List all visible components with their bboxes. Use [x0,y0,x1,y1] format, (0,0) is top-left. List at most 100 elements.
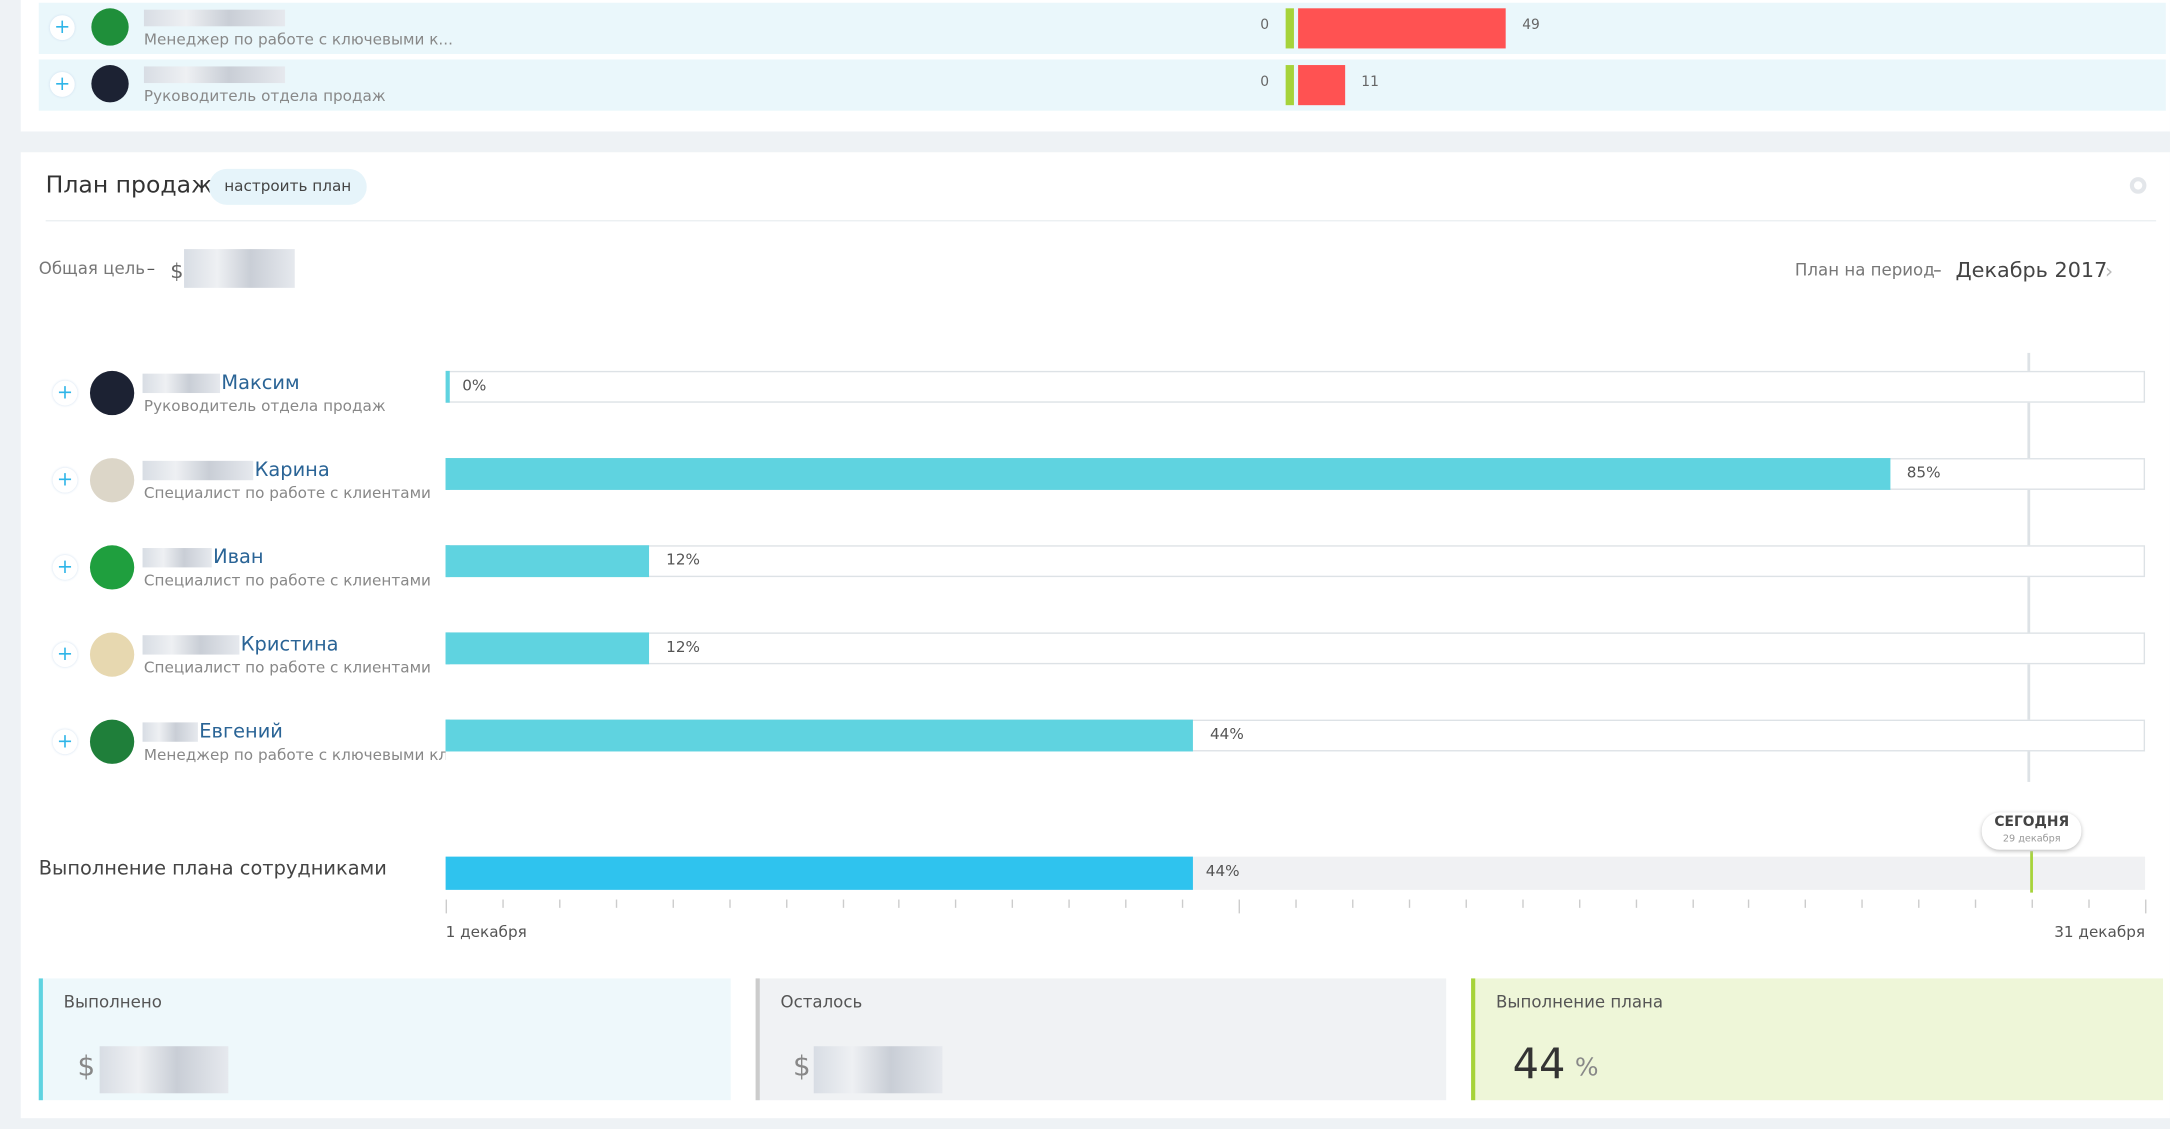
name-hidden [142,373,221,394]
start-label: 0 [1260,17,1270,34]
day-tick [1125,899,1127,908]
day-tick [1578,899,1580,908]
day-tick [1861,899,1864,908]
employee-name[interactable]: Иван [213,546,264,569]
day-tick [898,899,901,908]
name-hidden [142,548,212,568]
day-tick [1182,899,1184,908]
role: Специалист по работе с клиентами [143,571,431,590]
day-tick [1012,899,1014,908]
expand-button[interactable]: + [52,380,78,406]
role: Руководитель отдела продаж [143,397,386,416]
count-bar [1298,8,1506,49]
done-label: Выполнено [63,992,162,1012]
progress-bar [445,632,650,665]
total-label: Выполнение плана сотрудниками [38,858,387,881]
day-tick [1691,899,1694,908]
count-label: 49 [1522,17,1540,34]
employee-name[interactable]: Максим [221,372,300,395]
progress-label: 0% [462,376,487,395]
day-tick [1238,899,1241,914]
count-bar [1298,65,1345,106]
day-tick [1918,899,1920,908]
day-tick [1351,899,1354,908]
day-tick [445,899,447,914]
employee-name[interactable]: Евгений [199,721,283,744]
avatar [91,8,129,46]
progress-label: 12% [666,550,700,569]
day-tick [1068,899,1071,908]
expand-button[interactable]: + [52,467,78,493]
progress-track [445,370,2146,403]
total-label: 44% [1205,862,1240,881]
day-tick [1975,899,1977,908]
role: Специалист по работе с клиентами [143,484,431,503]
avatar [89,370,135,416]
goal-dash: – [146,258,155,279]
progress-track [445,545,2146,578]
done-currency: $ [77,1048,96,1083]
period-dash: – [1933,260,1942,280]
expand-button[interactable]: + [52,642,78,668]
today-badge [1981,812,2082,850]
day-tick [785,899,787,908]
day-tick [1748,899,1750,908]
start-marker [1285,65,1294,106]
day-tick [1805,899,1807,908]
day-tick [955,899,957,908]
progress-accent [445,370,450,403]
name-hidden [142,460,254,481]
today-label: СЕГОДНЯ [1994,815,2070,831]
role: Специалист по работе с клиентами [143,658,431,677]
left-hidden [813,1046,943,1094]
employee-name[interactable]: Кристина [240,633,339,656]
settings-icon[interactable] [2129,177,2147,194]
expand-button[interactable]: + [52,554,78,580]
employee-name[interactable]: Карина [254,459,330,482]
start-marker [1285,8,1294,49]
progress-bar [445,719,1194,752]
start-label: 1 декабря [445,923,527,942]
expand-button[interactable]: + [49,15,75,41]
left-currency: $ [792,1048,811,1083]
name-hidden [142,722,198,742]
progress-label: 44% [1209,725,1244,744]
role: Менеджер по работе с ключевыми клие... [143,745,446,764]
day-tick [842,899,844,908]
plan-percent-sign: % [1574,1053,1599,1083]
progress-bar [445,545,650,578]
count-label: 11 [1361,74,1379,90]
progress-label: 12% [666,637,700,656]
day-tick [1295,899,1297,908]
configure-button[interactable]: настроить план [208,168,367,205]
day-tick [2031,899,2034,908]
expand-button[interactable]: + [52,729,78,755]
goal-hidden [184,249,295,288]
next-arrow[interactable]: › [2104,258,2114,284]
avatar [89,458,135,503]
day-tick [2145,899,2147,914]
end-label: 31 декабря [2054,923,2146,942]
day-tick [615,899,617,908]
plan-title: План продаж [45,171,213,200]
plan-label: Выполнение плана [1495,992,1664,1012]
expand-button[interactable]: + [49,71,75,97]
period[interactable]: Декабрь 2017 [1955,257,2108,283]
today-marker [2030,851,2034,893]
day-tick [1465,899,1467,908]
day-tick [728,899,731,908]
avatar [89,719,135,764]
row-bg [38,59,2166,111]
name-hidden [143,66,286,84]
total-bar [445,856,1194,890]
role: Руководитель отдела продаж [143,87,386,106]
day-tick [2088,899,2090,908]
avatar [91,65,129,103]
today-date: 29 декабря [2002,833,2061,845]
start-label: 0 [1260,74,1270,90]
day-tick [672,899,674,908]
day-tick [502,899,504,908]
row-bg [38,2,2166,54]
